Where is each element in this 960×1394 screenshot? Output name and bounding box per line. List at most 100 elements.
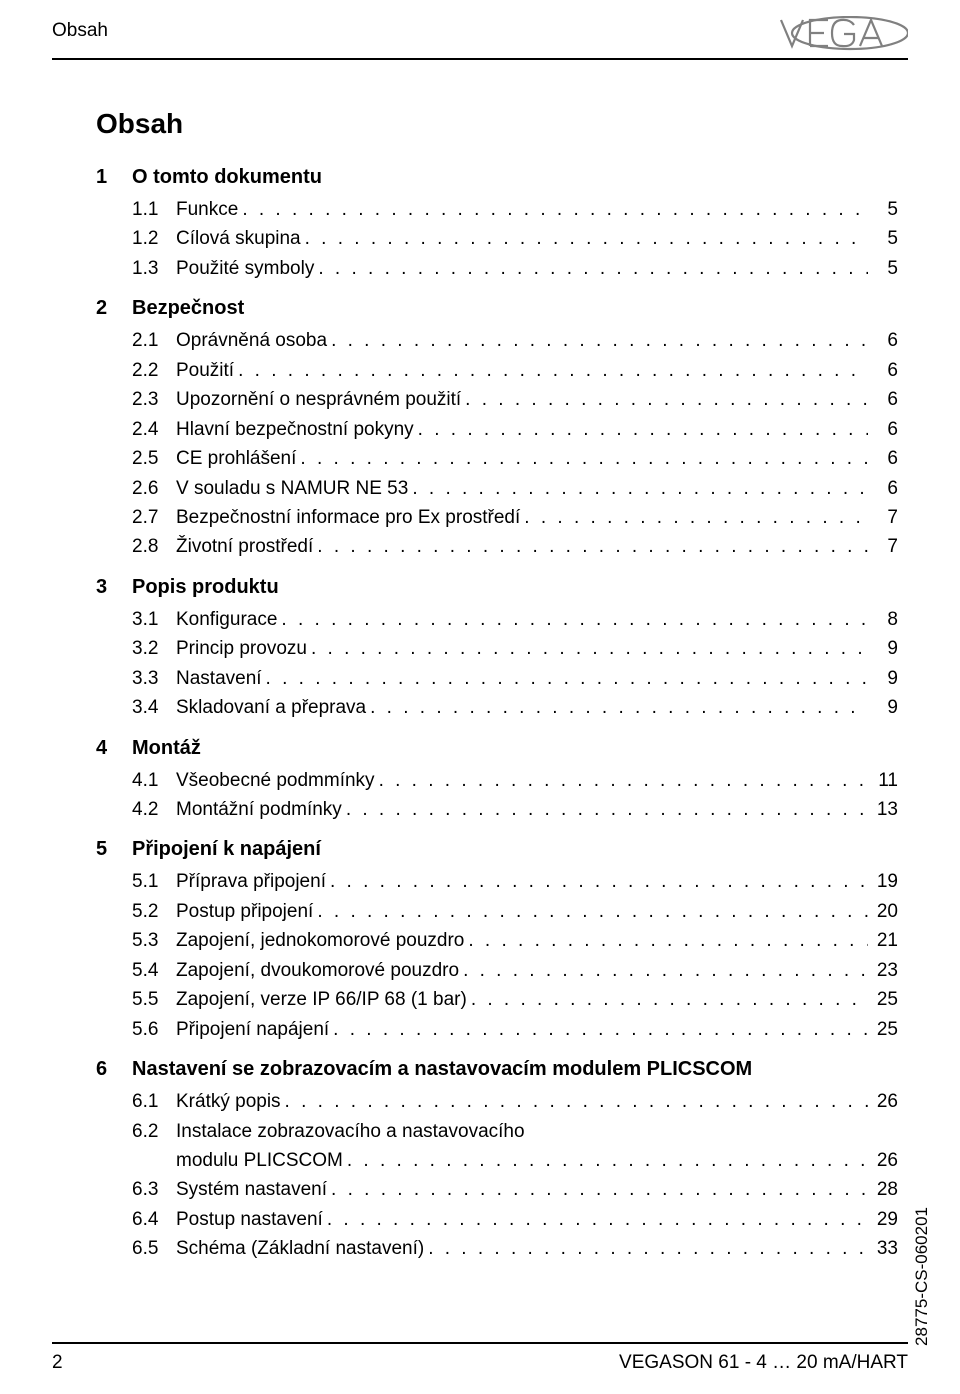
toc-leader-dots bbox=[234, 356, 868, 385]
toc-entry: 4.2Montážní podmínky13 bbox=[96, 795, 898, 824]
toc-leader-dots bbox=[281, 1087, 868, 1116]
toc-leader-dots bbox=[327, 1175, 868, 1204]
toc-entry-label: Konfigurace bbox=[176, 605, 277, 634]
toc-entry-number: 5.5 bbox=[132, 985, 176, 1014]
toc-leader-dots bbox=[520, 503, 868, 532]
toc-section-heading: 3Popis produktu bbox=[96, 576, 898, 599]
toc-entry-page: 9 bbox=[868, 693, 898, 722]
toc-entry-page: 8 bbox=[868, 605, 898, 634]
toc-entry-page: 23 bbox=[868, 956, 898, 985]
toc-entry-label: Postup připojení bbox=[176, 897, 313, 926]
toc-section-title: O tomto dokumentu bbox=[132, 166, 322, 189]
toc-entry-number: 4.2 bbox=[132, 795, 176, 824]
toc-entry: 5.3Zapojení, jednokomorové pouzdro21 bbox=[96, 926, 898, 955]
toc-entry-label: modulu PLICSCOM bbox=[176, 1146, 343, 1175]
toc-entry: 6.1Krátký popis26 bbox=[96, 1087, 898, 1116]
toc-entry-label: Postup nastavení bbox=[176, 1205, 323, 1234]
toc-leader-dots bbox=[464, 926, 868, 955]
toc-section-title: Nastavení se zobrazovacím a nastavovacím… bbox=[132, 1058, 752, 1081]
toc-entry: 2.1Oprávněná osoba6 bbox=[96, 326, 898, 355]
toc-section: 4Montáž4.1Všeobecné podmmínky114.2Montáž… bbox=[96, 737, 898, 825]
toc-entry-label: Nastavení bbox=[176, 664, 262, 693]
toc-entry: 2.3Upozornění o nesprávném použití6 bbox=[96, 385, 898, 414]
toc-entry-label: Životní prostředí bbox=[176, 532, 313, 561]
toc-entry-label: Použité symboly bbox=[176, 254, 314, 283]
footer-doc-ref: VEGASON 61 - 4 … 20 mA/HART bbox=[619, 1352, 908, 1374]
toc-section: 2Bezpečnost2.1Oprávněná osoba62.2Použití… bbox=[96, 297, 898, 562]
toc-entry-page: 29 bbox=[868, 1205, 898, 1234]
toc-entry-page: 11 bbox=[868, 766, 898, 795]
toc-entry: 6.5Schéma (Základní nastavení) 33 bbox=[96, 1234, 898, 1263]
toc-entry-number: 2.7 bbox=[132, 503, 176, 532]
toc-entry-number: 2.3 bbox=[132, 385, 176, 414]
toc-entry-page: 6 bbox=[868, 444, 898, 473]
toc-leader-dots bbox=[314, 254, 868, 283]
toc-leader-dots bbox=[343, 1146, 868, 1175]
toc-entry-number: 5.2 bbox=[132, 897, 176, 926]
toc-leader-dots bbox=[467, 985, 868, 1014]
vega-logo bbox=[778, 16, 908, 57]
toc-entry-label: Schéma (Základní nastavení) bbox=[176, 1234, 424, 1263]
toc-leader-dots bbox=[327, 326, 868, 355]
toc-entry-number: 2.2 bbox=[132, 356, 176, 385]
toc-leader-dots bbox=[375, 766, 868, 795]
toc-entry: 5.5Zapojení, verze IP 66/IP 68 (1 bar)25 bbox=[96, 985, 898, 1014]
toc-section: 3Popis produktu3.1Konfigurace83.2Princip… bbox=[96, 576, 898, 723]
toc-entry-number: 1.1 bbox=[132, 195, 176, 224]
toc-entry-number: 2.5 bbox=[132, 444, 176, 473]
toc-entry-label: Zapojení, dvoukomorové pouzdro bbox=[176, 956, 459, 985]
toc-entry-label: Instalace zobrazovacího a nastavovacího bbox=[176, 1117, 525, 1146]
toc-entry-label: Použití bbox=[176, 356, 234, 385]
toc-leader-dots bbox=[238, 195, 868, 224]
toc-entry: 1.3Použité symboly5 bbox=[96, 254, 898, 283]
toc-section-heading: 6Nastavení se zobrazovacím a nastavovací… bbox=[96, 1058, 898, 1081]
main-heading: Obsah bbox=[96, 108, 898, 140]
toc-entry: 2.4Hlavní bezpečnostní pokyny6 bbox=[96, 415, 898, 444]
toc-entry-page: 28 bbox=[868, 1175, 898, 1204]
toc-entry: 2.5CE prohlášení 6 bbox=[96, 444, 898, 473]
toc-entry-label: Skladovaní a přeprava bbox=[176, 693, 366, 722]
toc-entry-label: Příprava připojení bbox=[176, 867, 326, 896]
toc-entry-label: Připojení napájení bbox=[176, 1015, 329, 1044]
toc-leader-dots bbox=[262, 664, 868, 693]
toc-entry-number: 2.8 bbox=[132, 532, 176, 561]
page-footer: 2 VEGASON 61 - 4 … 20 mA/HART bbox=[52, 1342, 908, 1374]
toc-entry-number: 2.1 bbox=[132, 326, 176, 355]
toc-entry-label: Všeobecné podmmínky bbox=[176, 766, 375, 795]
toc-entry-page: 33 bbox=[868, 1234, 898, 1263]
toc-leader-dots bbox=[307, 634, 868, 663]
toc-entry-number: 3.2 bbox=[132, 634, 176, 663]
toc-entry: 1.2Cílová skupina5 bbox=[96, 224, 898, 253]
toc-entry: 6.4Postup nastavení29 bbox=[96, 1205, 898, 1234]
toc-entry-label: Zapojení, verze IP 66/IP 68 (1 bar) bbox=[176, 985, 467, 1014]
toc-section: 6Nastavení se zobrazovacím a nastavovací… bbox=[96, 1058, 898, 1264]
toc-section-heading: 4Montáž bbox=[96, 737, 898, 760]
toc-leader-dots bbox=[323, 1205, 868, 1234]
toc-leader-dots bbox=[461, 385, 868, 414]
toc-entry-number: 5.4 bbox=[132, 956, 176, 985]
toc-entry-label: CE prohlášení bbox=[176, 444, 296, 473]
toc-section: 1O tomto dokumentu1.1Funkce51.2Cílová sk… bbox=[96, 166, 898, 283]
toc-entry-label: Princip provozu bbox=[176, 634, 307, 663]
toc-leader-dots bbox=[342, 795, 868, 824]
toc-entry-page: 19 bbox=[868, 867, 898, 896]
toc-section-heading: 5Připojení k napájení bbox=[96, 838, 898, 861]
toc-entry-number: 6.5 bbox=[132, 1234, 176, 1263]
toc-entry: 6.2Instalace zobrazovacího a nastavovací… bbox=[96, 1117, 898, 1146]
page-header: Obsah bbox=[52, 20, 908, 60]
toc-entry: 2.2Použití 6 bbox=[96, 356, 898, 385]
toc-leader-dots bbox=[313, 897, 868, 926]
toc-entry-label: Funkce bbox=[176, 195, 238, 224]
toc-section-number: 3 bbox=[96, 576, 118, 599]
toc-entry-number: 6.1 bbox=[132, 1087, 176, 1116]
toc-entry: 2.8Životní prostředí7 bbox=[96, 532, 898, 561]
toc-entry-label: V souladu s NAMUR NE 53 bbox=[176, 474, 408, 503]
toc-entry-continuation: modulu PLICSCOM26 bbox=[96, 1146, 898, 1175]
toc-entry-page: 5 bbox=[868, 224, 898, 253]
toc-entry-page: 5 bbox=[868, 195, 898, 224]
footer-page-number: 2 bbox=[52, 1352, 63, 1374]
toc-entry: 3.4Skladovaní a přeprava9 bbox=[96, 693, 898, 722]
toc-entry-number: 3.3 bbox=[132, 664, 176, 693]
toc-entry-page: 6 bbox=[868, 356, 898, 385]
toc-entry-label: Zapojení, jednokomorové pouzdro bbox=[176, 926, 464, 955]
